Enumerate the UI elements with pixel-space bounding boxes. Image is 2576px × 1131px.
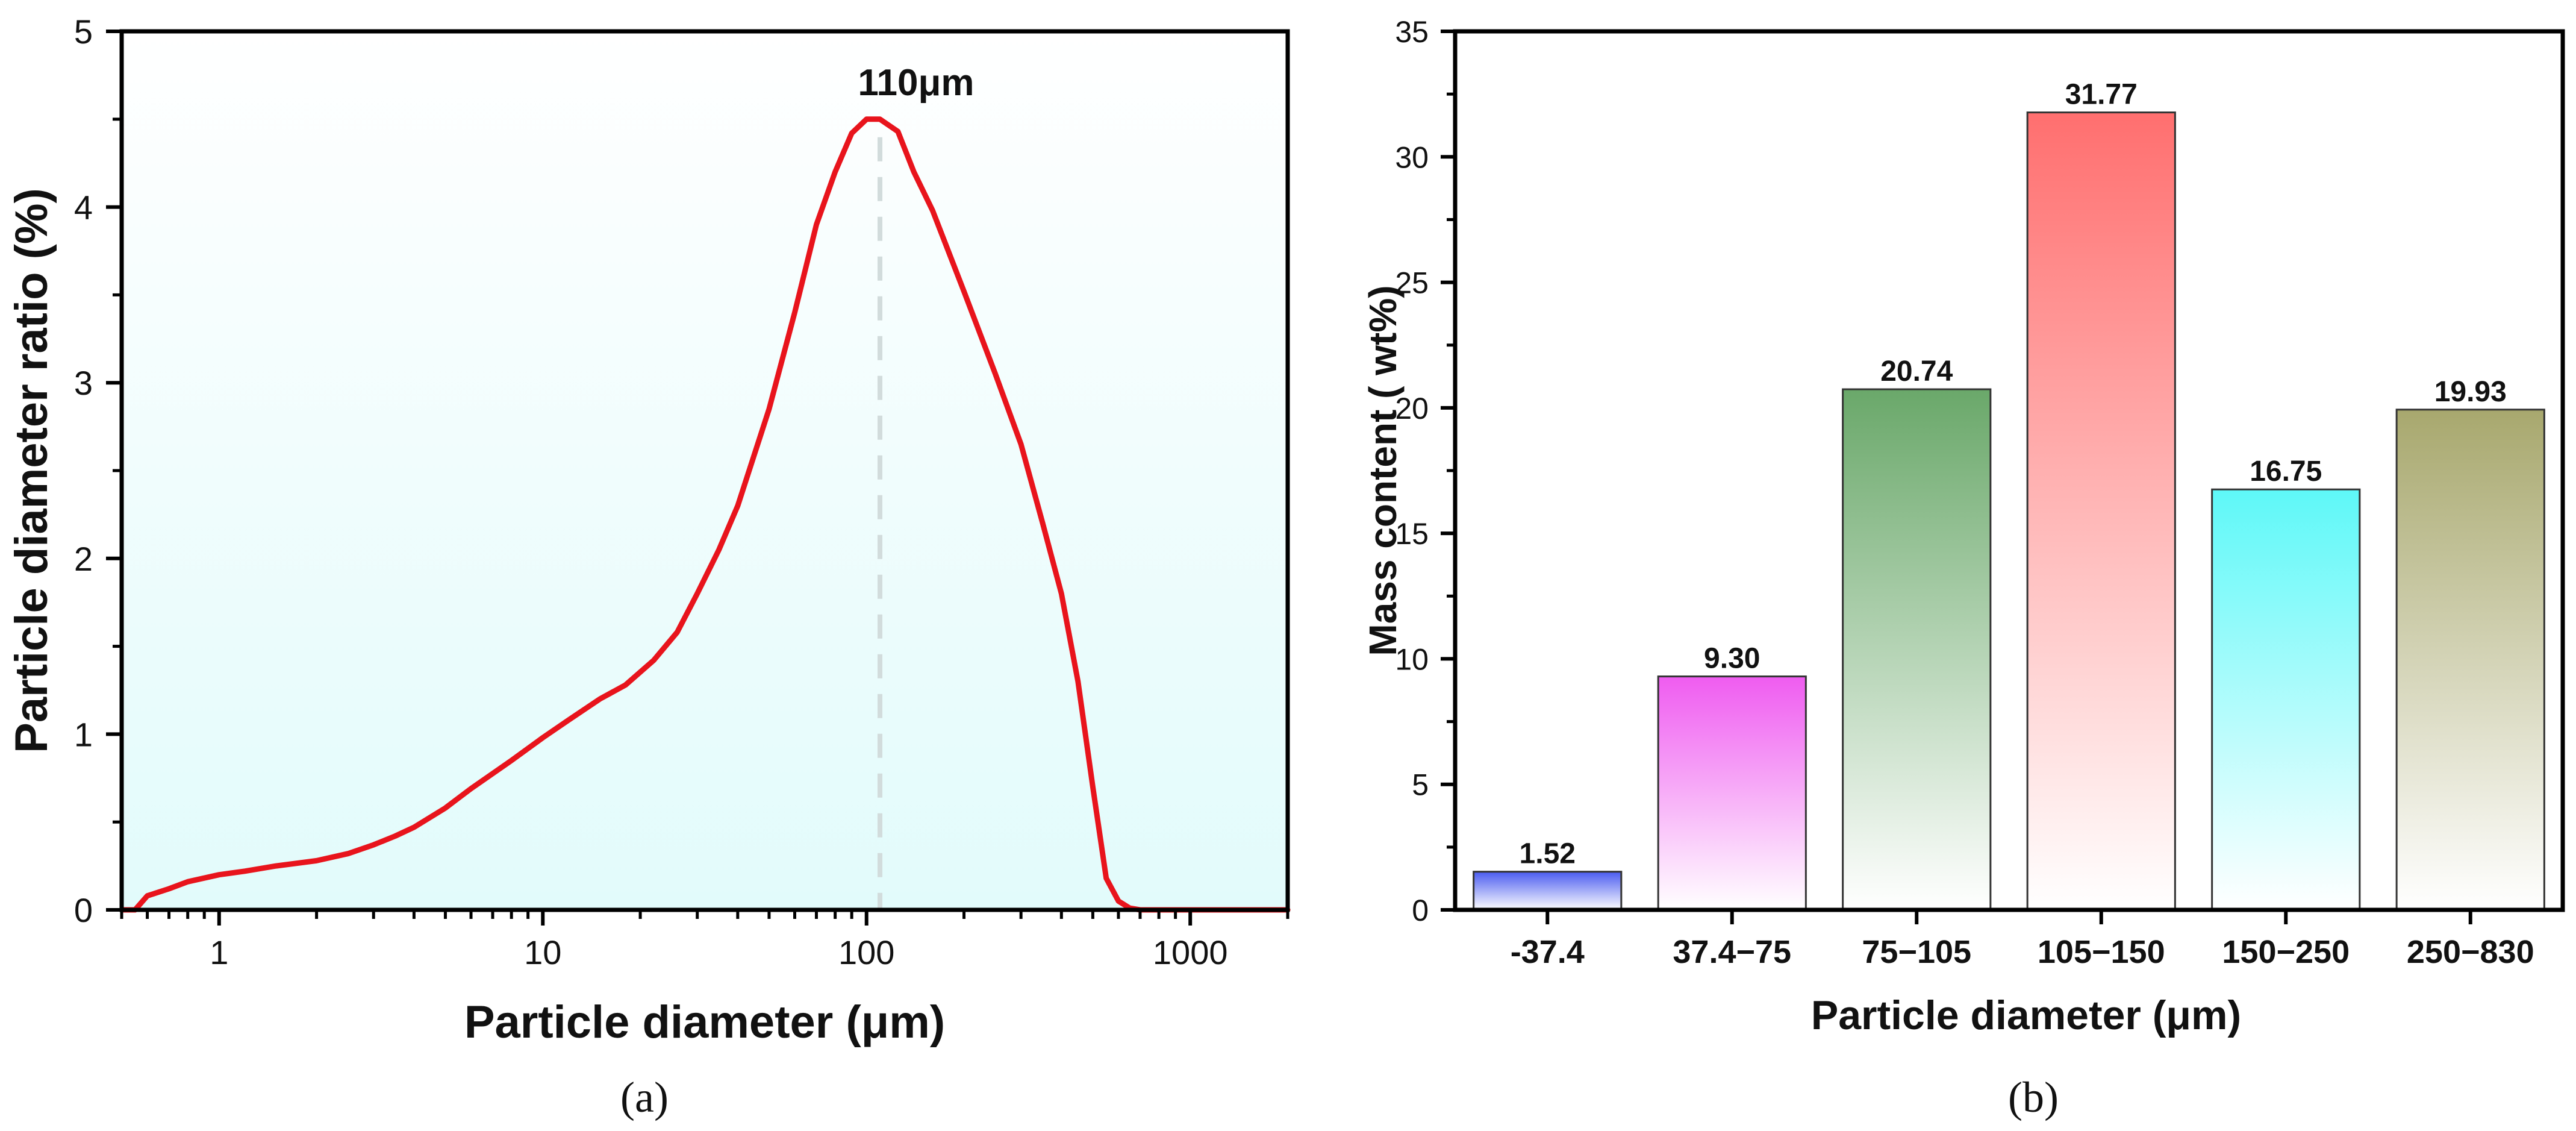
chart-b-plot-background bbox=[1455, 31, 2563, 910]
chart-b-data-label: 19.93 bbox=[2434, 376, 2507, 408]
chart-b-bar bbox=[2026, 111, 2176, 911]
chart-a-xtick-label: 1000 bbox=[1153, 933, 1228, 971]
chart-a-ytick-label: 3 bbox=[74, 364, 93, 402]
chart-a-xtick-label: 100 bbox=[838, 933, 894, 971]
chart-a-xtick-label: 10 bbox=[524, 933, 561, 971]
chart-a-peak-annotation: 110μm bbox=[858, 62, 974, 104]
chart-b-data-label: 1.52 bbox=[1520, 838, 1576, 870]
chart-b-ylabel: Mass content ( wt%) bbox=[1361, 285, 1405, 656]
chart-b-ytick-label: 25 bbox=[1395, 266, 1429, 300]
chart-a-xtick-label: 1 bbox=[210, 933, 228, 971]
chart-a-ytick-label: 5 bbox=[74, 13, 93, 51]
chart-a-panel-label: (a) bbox=[620, 1073, 669, 1121]
chart-b: 1.52 9.30 20.74 31.77 16.75 19.93 -37.4 37.4−7… bbox=[1361, 15, 2565, 1121]
chart-a-xlabel: Particle diameter (μm) bbox=[464, 997, 945, 1048]
chart-a-ytick-label: 1 bbox=[74, 715, 93, 753]
chart-b-bar bbox=[2395, 409, 2545, 911]
chart-b-xtick-label: 250−830 bbox=[2407, 934, 2534, 970]
chart-b-xtick-label: 37.4−75 bbox=[1673, 934, 1791, 970]
chart-a-ytick-label: 4 bbox=[74, 189, 93, 227]
chart-b-ytick-label: 30 bbox=[1395, 140, 1429, 174]
chart-a-ytick-label: 0 bbox=[74, 891, 93, 929]
chart-b-data-label: 16.75 bbox=[2250, 456, 2322, 487]
chart-b-data-label: 20.74 bbox=[1880, 356, 1953, 387]
chart-b-xtick-label: -37.4 bbox=[1511, 934, 1585, 970]
chart-b-data-label: 31.77 bbox=[2065, 79, 2138, 111]
chart-a-ylabel: Particle diameter ratio (%) bbox=[6, 188, 57, 753]
chart-b-ytick-label: 5 bbox=[1412, 768, 1429, 802]
chart-b-xtick-label: 150−250 bbox=[2222, 934, 2350, 970]
chart-b-bar bbox=[1657, 675, 1807, 911]
chart-a-plot-background bbox=[122, 31, 1288, 910]
chart-b-ytick-label: 15 bbox=[1395, 517, 1429, 551]
chart-b-xtick-label: 105−150 bbox=[2038, 934, 2165, 970]
chart-a: 110μm 1 10 100 1000 0 1 2 3 4 5 Particle diameter… bbox=[6, 13, 1291, 1121]
chart-b-data-label: 9.30 bbox=[1704, 643, 1760, 675]
chart-b-ytick-label: 0 bbox=[1412, 894, 1429, 927]
chart-b-xtick-label: 75−105 bbox=[1862, 934, 1971, 970]
chart-b-bar bbox=[1842, 388, 1992, 911]
chart-b-bar bbox=[1473, 871, 1623, 911]
chart-b-ytick-label: 35 bbox=[1395, 15, 1429, 49]
chart-b-ytick-label: 20 bbox=[1395, 392, 1429, 425]
chart-b-bar bbox=[2211, 488, 2361, 911]
chart-b-ytick-label: 10 bbox=[1395, 642, 1429, 676]
chart-b-panel-label: (b) bbox=[2008, 1073, 2059, 1121]
chart-a-series-line bbox=[119, 116, 1291, 913]
chart-b-xlabel: Particle diameter (μm) bbox=[1811, 992, 2241, 1038]
chart-a-ytick-label: 2 bbox=[74, 540, 93, 578]
